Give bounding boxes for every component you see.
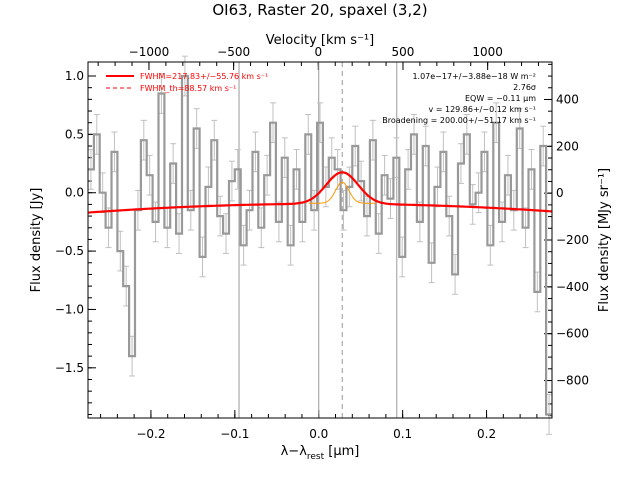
legend: FWHM=217.83+/−55.76 km s⁻¹ FWHM_th=88.57… xyxy=(106,72,268,93)
right-tick-label: −400 xyxy=(556,280,589,294)
x-tick-label: −0.2 xyxy=(136,427,165,441)
annotation-significance: 2.76σ xyxy=(513,83,536,92)
legend-label-fwhm: FWHM=217.83+/−55.76 km s⁻¹ xyxy=(140,72,268,81)
top-tick-label: 0 xyxy=(314,45,322,59)
right-tick-label: −600 xyxy=(556,327,589,341)
y-tick-label: −0.5 xyxy=(55,244,84,258)
chart-title: OI63, Raster 20, spaxel (3,2) xyxy=(212,1,427,19)
top-tick-label: 500 xyxy=(392,45,415,59)
spectrum-step-line xyxy=(88,74,552,416)
x-axis-label-main: λ−λ xyxy=(281,444,308,459)
intrinsic-gaussian-line xyxy=(308,181,376,204)
x-axis-label: λ−λrest [μm] xyxy=(281,444,360,462)
right-tick-label: 400 xyxy=(556,92,579,106)
x-tick-label: 0.0 xyxy=(309,427,328,441)
legend-label-fwhm-th: FWHM_th=88.57 km s⁻¹ xyxy=(140,84,236,93)
top-tick-label: −1000 xyxy=(129,45,170,59)
x-tick-label: −0.1 xyxy=(220,427,249,441)
y-tick-label: 0.0 xyxy=(65,186,84,200)
right-tick-label: −800 xyxy=(556,374,589,388)
plot-data xyxy=(87,55,553,435)
top-axis-label: Velocity [km s⁻¹] xyxy=(266,33,374,48)
reference-lines xyxy=(238,62,398,418)
y-tick-label: 1.0 xyxy=(65,69,84,83)
annotation-velocity: v = 129.86+/−0.12 km s⁻¹ xyxy=(428,105,536,114)
y-tick-label: −1.0 xyxy=(55,302,84,316)
x-axis-label-subscript: rest xyxy=(307,452,325,462)
right-tick-label: −200 xyxy=(556,233,589,247)
y-tick-label: 0.5 xyxy=(65,127,84,141)
annotation-broadening: Broadening = 200.00+/−51.17 km s⁻¹ xyxy=(382,116,536,125)
annotation-block: 1.07e−17+/−3.88e−18 W m⁻² 2.76σ EQW = −0… xyxy=(382,72,536,125)
right-tick-label: 0 xyxy=(556,186,564,200)
plot-frame xyxy=(87,61,553,419)
top-tick-label: 1000 xyxy=(472,45,503,59)
y-axis-label: Flux density [Jy] xyxy=(29,188,44,293)
right-axis-label: Flux density [MJy sr⁻¹] xyxy=(597,168,612,312)
x-axis-label-unit: [μm] xyxy=(324,444,359,459)
top-tick-label: −500 xyxy=(217,45,250,59)
y-tick-label: −1.5 xyxy=(55,361,84,375)
model-fit-line xyxy=(87,171,553,214)
annotation-flux: 1.07e−17+/−3.88e−18 W m⁻² xyxy=(412,72,536,81)
x-tick-label: 0.1 xyxy=(393,427,412,441)
x-tick-label: 0.2 xyxy=(477,427,496,441)
right-tick-label: 200 xyxy=(556,139,579,153)
annotation-eqw: EQW = −0.11 μm xyxy=(465,94,536,103)
axis-ticks: −0.2 −0.1 0.0 0.1 0.2 −1000 −500 0 500 1000 −1.5 −1… xyxy=(55,45,589,441)
